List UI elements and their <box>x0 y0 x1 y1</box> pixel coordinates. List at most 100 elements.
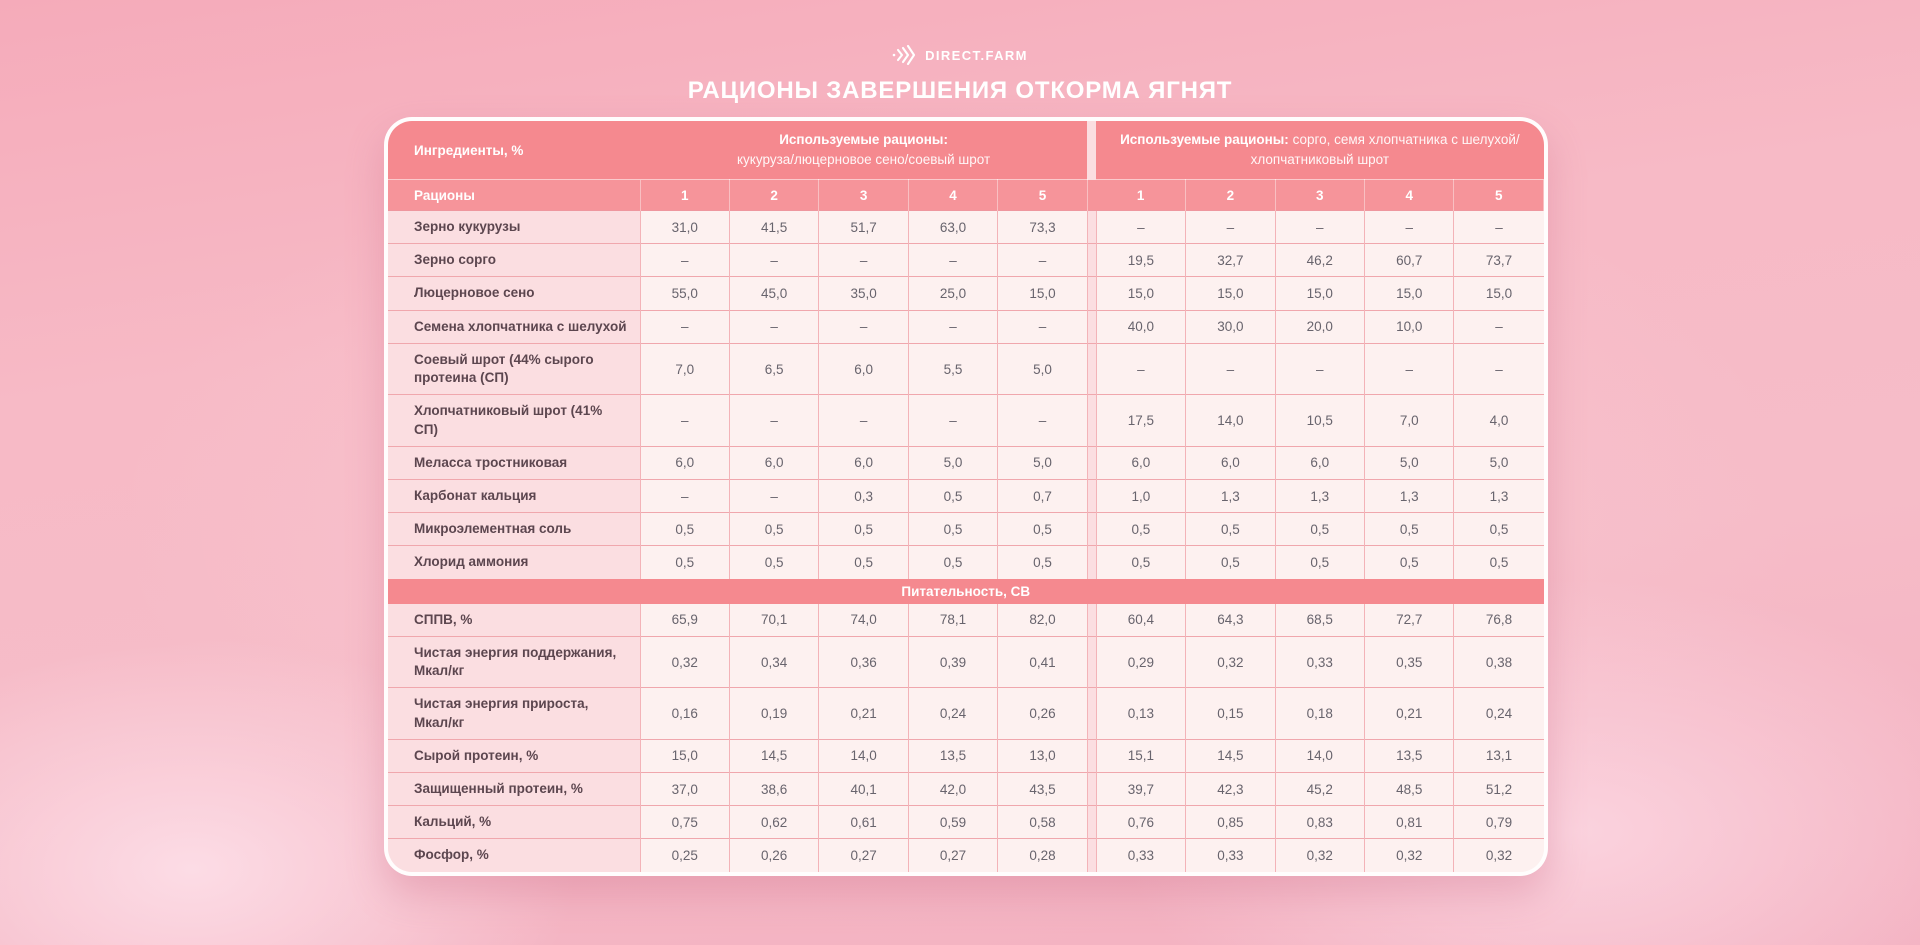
value-cell: – <box>907 243 998 277</box>
value-cell: 0,58 <box>997 805 1088 839</box>
value-cell: 14,5 <box>1185 738 1276 773</box>
value-cell: 7,0 <box>639 342 730 395</box>
value-cell: 13,5 <box>1363 738 1454 773</box>
value-cell: 0,5 <box>1274 512 1365 546</box>
value-cell: 63,0 <box>907 209 998 244</box>
value-cell: 0,5 <box>1363 545 1454 579</box>
value-cell: 5,0 <box>997 342 1088 395</box>
value-cell: 15,0 <box>639 738 730 773</box>
ration-number-cell: 5 <box>997 179 1088 211</box>
row-label-cell: Хлопчатниковый шрот (41% СП) <box>388 394 640 447</box>
value-cell: 73,7 <box>1453 243 1544 277</box>
rations-table-card: Ингредиенты, % Используемые рационы: кук… <box>384 117 1548 876</box>
value-cell: – <box>818 243 909 277</box>
value-cell: 37,0 <box>639 771 730 806</box>
value-cell: 0,5 <box>639 512 730 546</box>
group2-header-cell: Используемые рационы: сорго, семя хлопча… <box>1096 121 1544 180</box>
value-cell: 20,0 <box>1274 309 1365 344</box>
row-label-cell: Люцерновое сено <box>388 276 640 311</box>
value-cell: 0,5 <box>1095 545 1186 579</box>
group-divider <box>1087 121 1097 180</box>
table-row: СППВ, % 65,9 70,1 74,0 78,1 82,0 60,4 64,3 68,5 7… <box>388 603 1544 637</box>
value-cell: 0,5 <box>997 512 1088 546</box>
table-row: Меласса тростниковая 6,0 6,0 6,0 5,0 5,0 6,0 6,… <box>388 445 1544 480</box>
value-cell: 0,29 <box>1095 635 1186 688</box>
value-cell: 60,7 <box>1363 243 1454 277</box>
value-cell: 7,0 <box>1363 394 1454 447</box>
value-cell: 15,0 <box>1274 276 1365 311</box>
row-label-cell: Чистая энергия поддержания, Мкал/кг <box>388 635 640 688</box>
value-cell: 14,0 <box>1185 394 1276 447</box>
value-cell: 14,5 <box>728 738 819 773</box>
value-cell: 0,5 <box>1453 512 1544 546</box>
value-cell: 15,1 <box>1095 738 1186 773</box>
value-cell: 35,0 <box>818 276 909 311</box>
section-band-row: Питательность, СВ <box>388 578 1544 604</box>
value-cell: 17,5 <box>1095 394 1186 447</box>
value-cell: 0,19 <box>728 687 819 740</box>
table-row: Соевый шрот (44% сырого протеина (СП) 7,0… <box>388 342 1544 395</box>
value-cell: – <box>1185 209 1276 244</box>
group1-subtitle: кукуруза/люцерновое сено/соевый шрот <box>737 152 991 167</box>
group-divider <box>1086 309 1097 344</box>
value-cell: 14,0 <box>818 738 909 773</box>
value-cell: 19,5 <box>1095 243 1186 277</box>
value-cell: 0,3 <box>818 478 909 513</box>
value-cell: 76,8 <box>1453 603 1544 637</box>
ration-number-cell: 1 <box>1096 179 1187 211</box>
ration-number-cell: 2 <box>1185 179 1276 211</box>
value-cell: 43,5 <box>997 771 1088 806</box>
value-cell: 0,5 <box>1095 512 1186 546</box>
value-cell: 15,0 <box>1185 276 1276 311</box>
value-cell: 0,32 <box>1363 838 1454 872</box>
value-cell: 0,32 <box>1453 838 1544 872</box>
group-divider <box>1086 771 1097 806</box>
value-cell: 1,3 <box>1274 478 1365 513</box>
value-cell: 0,13 <box>1095 687 1186 740</box>
value-cell: 42,0 <box>907 771 998 806</box>
table-row: Хлопчатниковый шрот (41% СП) – – – – –17,5 14,… <box>388 394 1544 447</box>
value-cell: 48,5 <box>1363 771 1454 806</box>
table-row: Карбонат кальция – –0,3 0,5 0,7 1,0 1,3 1,3 1,3 1… <box>388 478 1544 513</box>
value-cell: 5,0 <box>997 445 1088 480</box>
ration-number-cell: 4 <box>1364 179 1455 211</box>
value-cell: 40,0 <box>1095 309 1186 344</box>
value-cell: 0,38 <box>1453 635 1544 688</box>
group-divider <box>1087 179 1097 211</box>
value-cell: 32,7 <box>1185 243 1276 277</box>
value-cell: 64,3 <box>1185 603 1276 637</box>
value-cell: 82,0 <box>997 603 1088 637</box>
ration-number-cell: 4 <box>908 179 999 211</box>
value-cell: – <box>818 394 909 447</box>
value-cell: 0,28 <box>997 838 1088 872</box>
value-cell: 0,16 <box>639 687 730 740</box>
value-cell: 1,3 <box>1453 478 1544 513</box>
value-cell: 13,5 <box>907 738 998 773</box>
group-divider <box>1086 209 1097 244</box>
brand-logo: DIRECT.FARM <box>0 44 1920 66</box>
value-cell: 78,1 <box>907 603 998 637</box>
section-band-label: Питательность, СВ <box>388 578 1544 604</box>
section-body: Питательность, СВ <box>388 578 1544 604</box>
value-cell: 0,5 <box>639 545 730 579</box>
value-cell: – <box>1095 342 1186 395</box>
row-label-cell: Меласса тростниковая <box>388 445 640 480</box>
row-label-cell: Зерно сорго <box>388 243 640 277</box>
table-row: Хлорид аммония 0,5 0,5 0,5 0,5 0,5 0,5 0,5 0,5 0,… <box>388 545 1544 579</box>
group-divider <box>1086 687 1097 740</box>
value-cell: 0,5 <box>728 545 819 579</box>
row-label-cell: Кальций, % <box>388 805 640 839</box>
value-cell: 0,15 <box>1185 687 1276 740</box>
value-cell: – <box>1095 209 1186 244</box>
value-cell: 70,1 <box>728 603 819 637</box>
group1-title: Используемые рационы: <box>779 132 948 148</box>
value-cell: 6,0 <box>1185 445 1276 480</box>
value-cell: 6,0 <box>818 445 909 480</box>
group-divider <box>1086 243 1097 277</box>
value-cell: 0,33 <box>1274 635 1365 688</box>
row-label-cell: Семена хлопчатника с шелухой <box>388 309 640 344</box>
page-header: DIRECT.FARM РАЦИОНЫ ЗАВЕРШЕНИЯ ОТКОРМА Я… <box>0 44 1920 105</box>
value-cell: 0,5 <box>1185 512 1276 546</box>
value-cell: 0,7 <box>997 478 1088 513</box>
